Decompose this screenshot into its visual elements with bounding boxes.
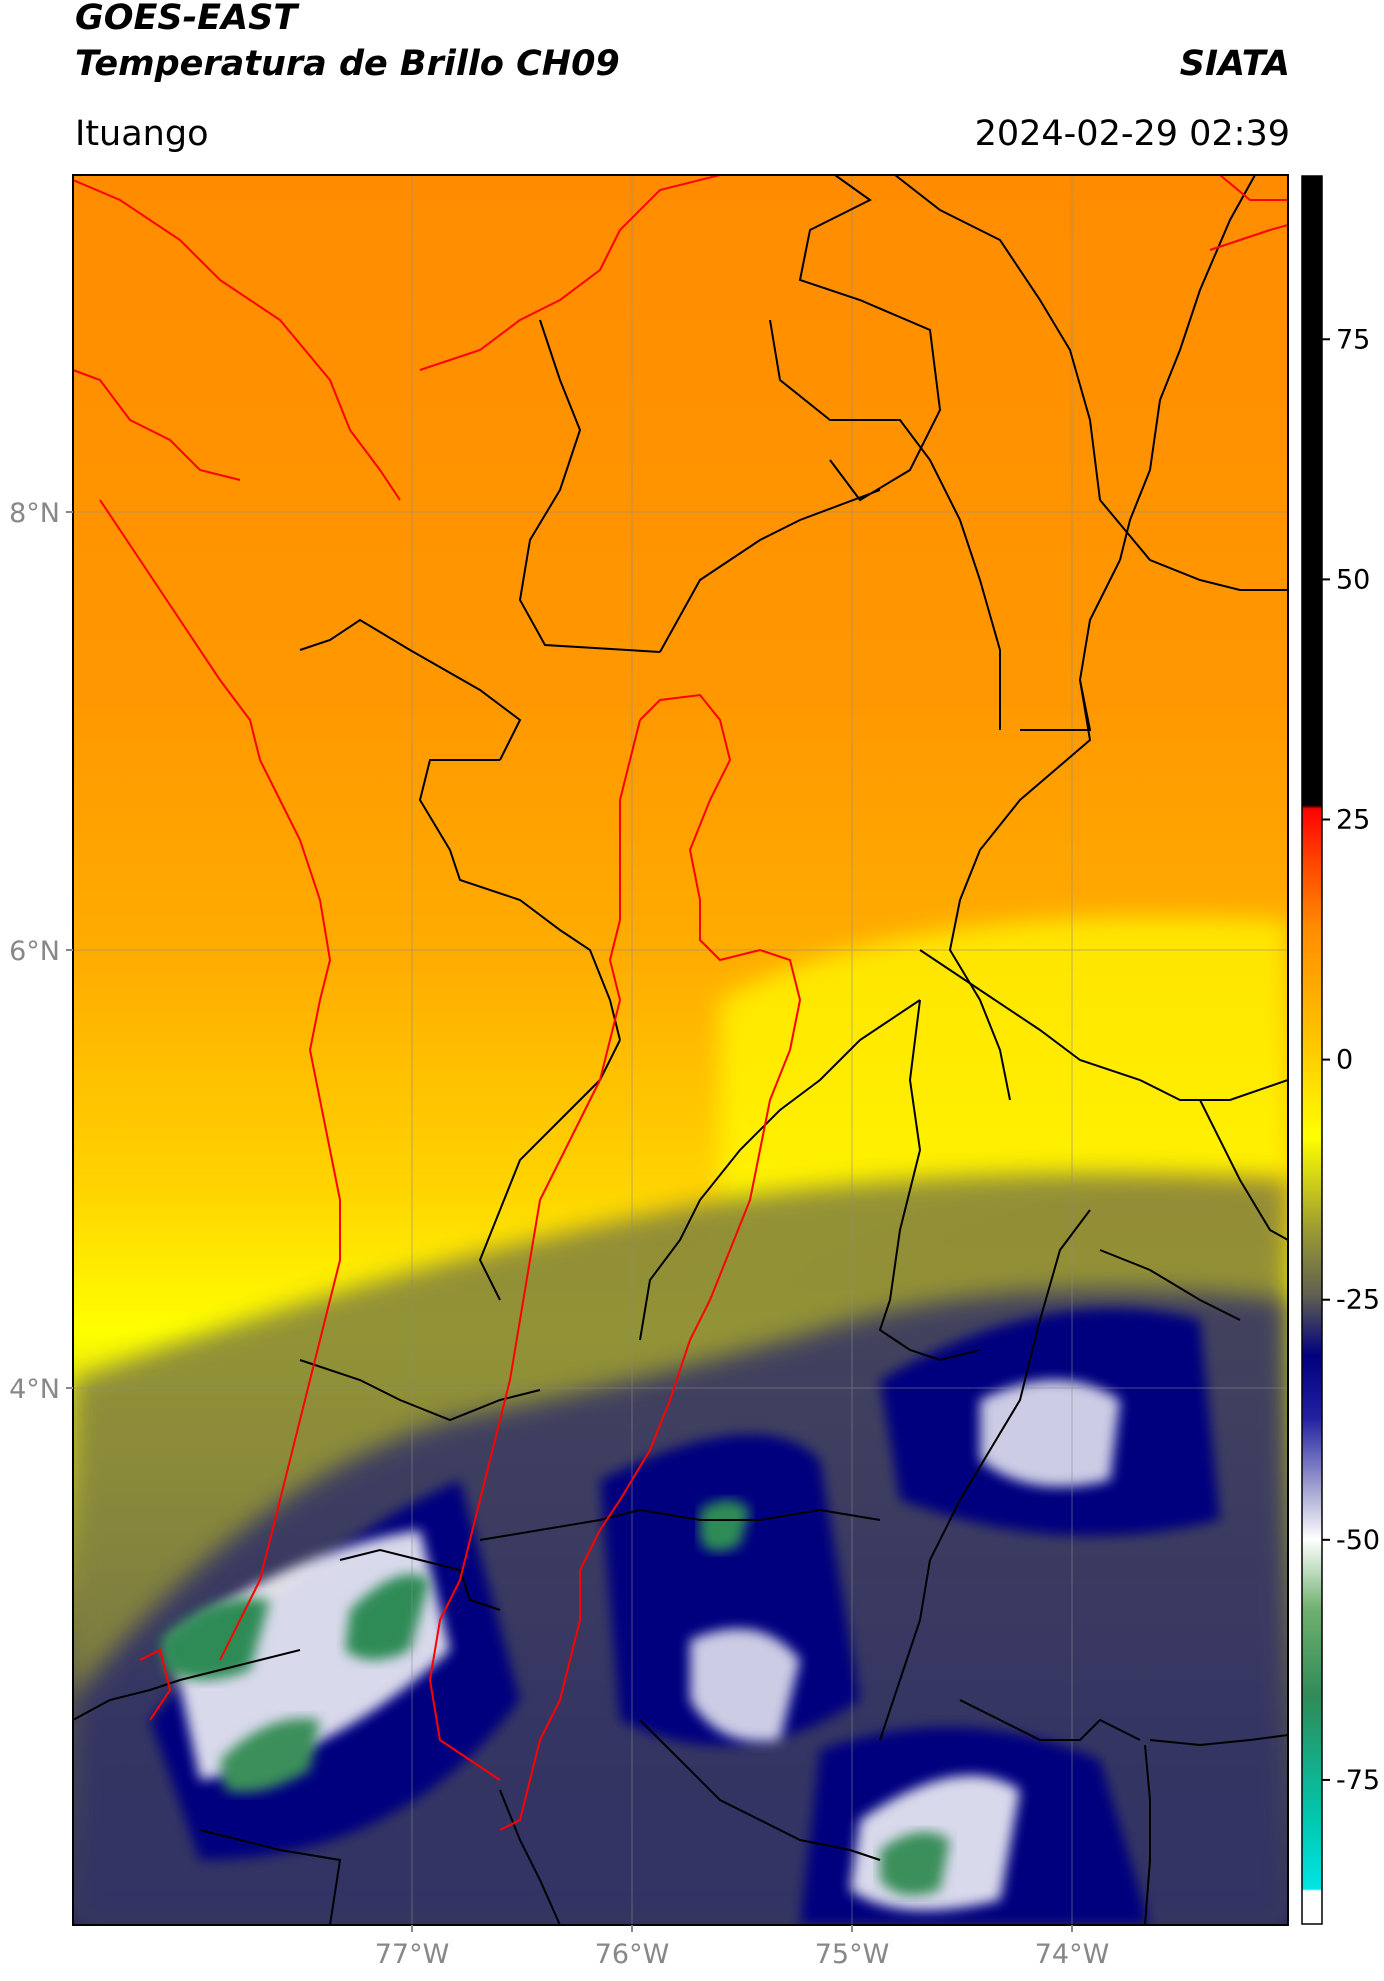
- colorbar-frame: [1301, 175, 1323, 1925]
- colorbar: 75 50 25 0 -25 -50 -75: [1301, 175, 1380, 1925]
- colorbar-tick-label: -50: [1336, 1525, 1380, 1556]
- map-field: [73, 175, 1288, 1925]
- graticule: [73, 175, 1288, 1925]
- lat-tick-label: 8°N: [9, 498, 60, 529]
- lon-tick-label: 74°W: [1035, 1939, 1110, 1970]
- lat-tick-label: 6°N: [9, 936, 60, 967]
- lon-tick-label: 77°W: [375, 1939, 450, 1970]
- lat-tick-label: 4°N: [9, 1374, 60, 1405]
- colorbar-ticks: 75 50 25 0 -25 -50 -75: [1322, 324, 1380, 1796]
- colorbar-gradient: [1302, 176, 1322, 1924]
- administrative-borders: [73, 175, 1288, 1925]
- basin-outline: [73, 175, 1288, 1831]
- colorbar-tick-label: 25: [1336, 804, 1370, 835]
- product-title: Temperatura de Brillo CH09: [75, 44, 620, 84]
- satellite-title: GOES-EAST: [75, 0, 298, 38]
- colorbar-tick-label: 75: [1336, 324, 1370, 355]
- colorbar-tick-label: 50: [1336, 564, 1370, 595]
- latitude-axis: 8°N 6°N 4°N: [9, 498, 73, 1405]
- colorbar-tick-label: 0: [1336, 1045, 1353, 1076]
- datetime-label: 2024-02-29 02:39: [974, 114, 1290, 154]
- colorbar-tick-label: -75: [1336, 1765, 1380, 1796]
- location-label: Ituango: [75, 114, 209, 154]
- brand-label: SIATA: [1179, 44, 1290, 84]
- lon-tick-label: 76°W: [595, 1939, 670, 1970]
- map-frame: [72, 174, 1289, 1926]
- longitude-axis: 77°W 76°W 75°W 74°W: [375, 1925, 1110, 1970]
- lon-tick-label: 75°W: [815, 1939, 890, 1970]
- colorbar-tick-label: -25: [1336, 1285, 1380, 1316]
